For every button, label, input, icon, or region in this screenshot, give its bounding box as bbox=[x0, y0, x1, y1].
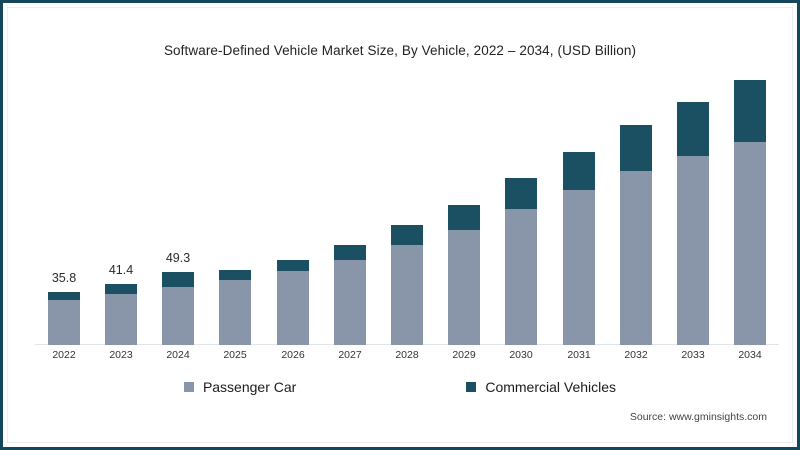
bar-segment-passenger-car bbox=[620, 171, 652, 345]
bar-group: 41.4 bbox=[105, 263, 137, 345]
plot-area: 35.8 41.4 49.3 bbox=[35, 79, 779, 345]
x-axis-tick-2031: 2031 bbox=[567, 349, 591, 361]
bar-group bbox=[620, 125, 652, 345]
chart-canvas: Software-Defined Vehicle Market Size, By… bbox=[6, 6, 794, 444]
chart-legend: Passenger Car Commercial Vehicles bbox=[7, 379, 793, 395]
bar-segment-passenger-car bbox=[162, 286, 194, 345]
bar-segment-commercial-vehicles bbox=[277, 259, 309, 271]
bar-segment-commercial-vehicles bbox=[505, 178, 537, 210]
bar-segment-commercial-vehicles bbox=[391, 224, 423, 245]
x-axis-tick-2030: 2030 bbox=[509, 349, 533, 361]
bar-group bbox=[391, 224, 423, 345]
bar-segment-commercial-vehicles bbox=[620, 125, 652, 172]
bar-segment-passenger-car bbox=[391, 244, 423, 345]
bar-group bbox=[334, 244, 366, 345]
bar-segment-commercial-vehicles bbox=[105, 283, 137, 295]
bar-segment-commercial-vehicles bbox=[219, 269, 251, 281]
legend-item-passenger-car[interactable]: Passenger Car bbox=[183, 379, 297, 395]
bar-segment-passenger-car bbox=[563, 190, 595, 345]
legend-swatch-icon bbox=[183, 382, 194, 392]
x-axis-tick-2033: 2033 bbox=[681, 349, 705, 361]
bar-segment-commercial-vehicles bbox=[334, 244, 366, 261]
legend-item-commercial-vehicles[interactable]: Commercial Vehicles bbox=[466, 379, 616, 395]
x-axis-tick-2023: 2023 bbox=[109, 349, 133, 361]
x-axis-tick-2024: 2024 bbox=[166, 349, 190, 361]
x-axis-tick-2025: 2025 bbox=[223, 349, 247, 361]
bar-segment-passenger-car bbox=[677, 156, 709, 345]
bar-group bbox=[677, 101, 709, 345]
legend-swatch-icon bbox=[466, 382, 477, 392]
source-attribution: Source: www.gminsights.com bbox=[629, 411, 767, 423]
bar-segment-passenger-car bbox=[105, 294, 137, 345]
bar-group: 49.3 bbox=[162, 251, 194, 345]
bar-segment-commercial-vehicles bbox=[734, 79, 766, 142]
bar-group bbox=[734, 79, 766, 345]
x-axis-tick-2028: 2028 bbox=[395, 349, 419, 361]
bar-segment-commercial-vehicles bbox=[448, 204, 480, 231]
bar-value-label: 41.4 bbox=[108, 262, 134, 277]
bar-group bbox=[505, 178, 537, 345]
bar-segment-passenger-car bbox=[334, 260, 366, 345]
bar-value-label: 35.8 bbox=[51, 271, 77, 286]
bar-group bbox=[448, 204, 480, 345]
x-axis-tick-2029: 2029 bbox=[452, 349, 476, 361]
x-axis-tick-2026: 2026 bbox=[281, 349, 305, 361]
bar-segment-commercial-vehicles bbox=[162, 272, 194, 287]
x-axis-tick-2034: 2034 bbox=[738, 349, 762, 361]
bar-group bbox=[277, 259, 309, 345]
bar-group bbox=[219, 269, 251, 345]
bar-segment-passenger-car bbox=[448, 230, 480, 345]
legend-label: Passenger Car bbox=[202, 379, 297, 395]
bar-group bbox=[563, 151, 595, 345]
bar-segment-passenger-car bbox=[219, 280, 251, 345]
bar-value-label: 49.3 bbox=[165, 251, 191, 266]
bar-segment-passenger-car bbox=[505, 209, 537, 345]
legend-label: Commercial Vehicles bbox=[485, 379, 617, 395]
bar-segment-passenger-car bbox=[48, 300, 80, 345]
bar-segment-passenger-car bbox=[734, 141, 766, 345]
bar-group: 35.8 bbox=[48, 271, 80, 345]
bar-segment-passenger-car bbox=[277, 270, 309, 345]
bar-segment-commercial-vehicles bbox=[48, 292, 80, 301]
x-axis-tick-2027: 2027 bbox=[338, 349, 362, 361]
x-axis-tick-2032: 2032 bbox=[624, 349, 648, 361]
page-title: Software-Defined Vehicle Market Size, By… bbox=[163, 43, 637, 58]
x-axis-tick-2022: 2022 bbox=[52, 349, 76, 361]
x-axis-tick-labels: 2022 2023 2024 2025 2026 2027 2028 2029 2030 2031… bbox=[35, 349, 779, 369]
bar-segment-commercial-vehicles bbox=[677, 101, 709, 157]
bar-segment-commercial-vehicles bbox=[563, 151, 595, 191]
